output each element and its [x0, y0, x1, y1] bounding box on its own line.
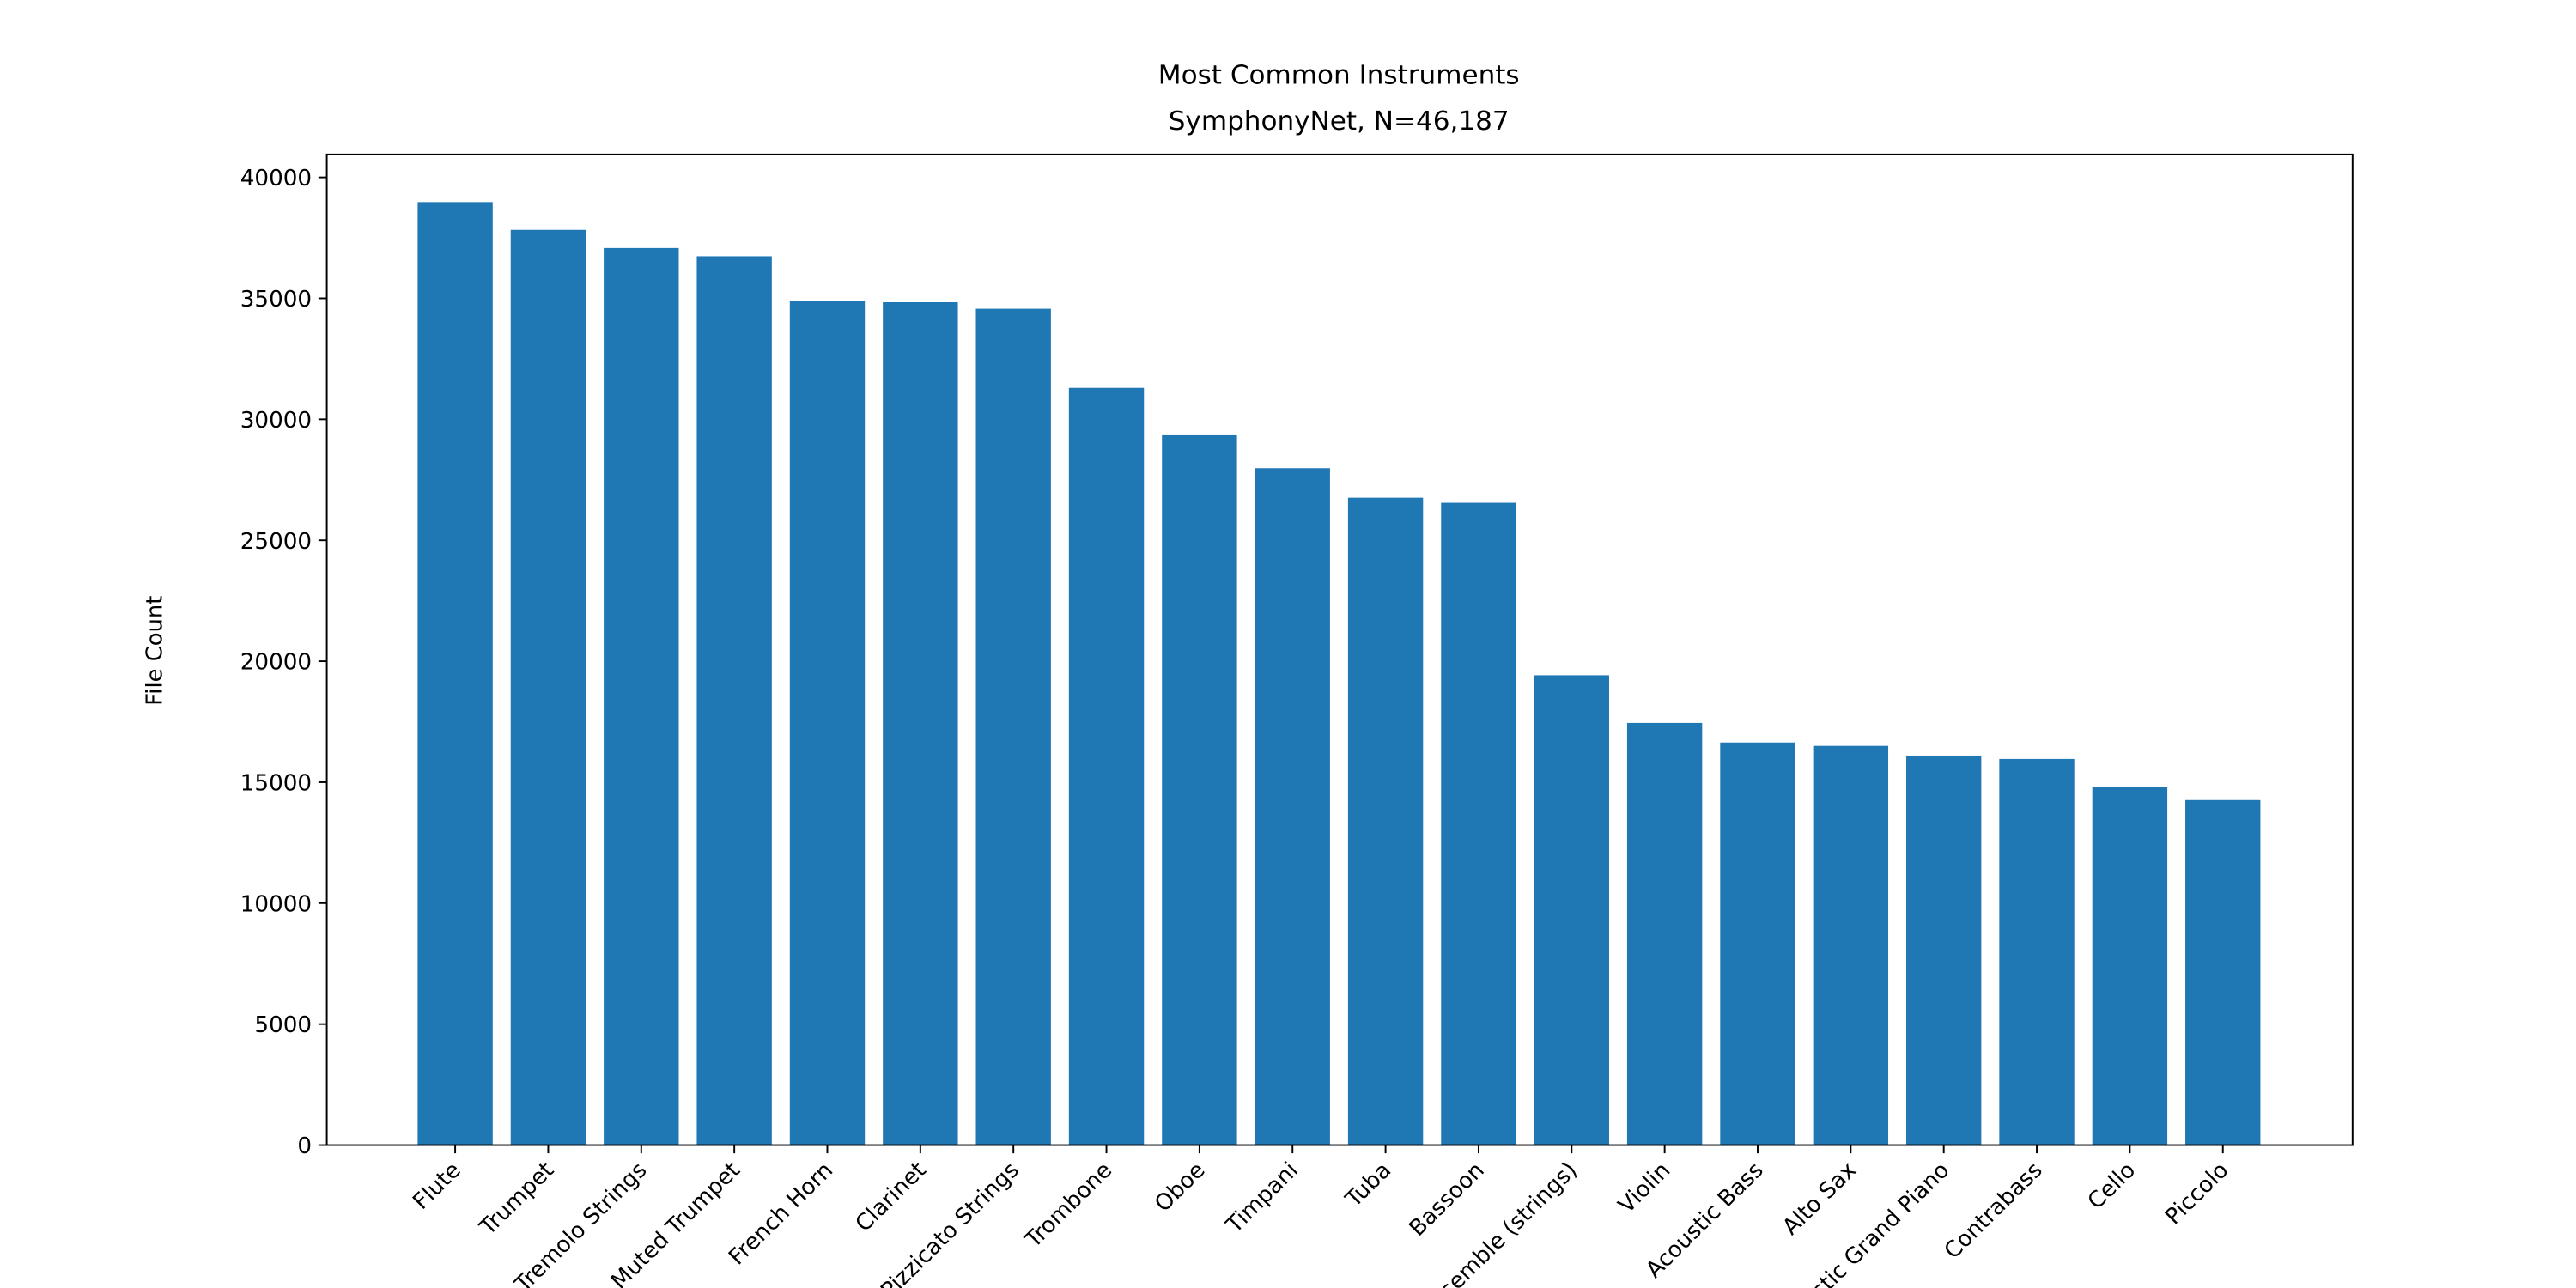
- y-tick-label: 0: [297, 1133, 312, 1159]
- x-tick-label: Flute: [408, 1157, 466, 1215]
- chart-subtitle: SymphonyNet, N=46,187: [1169, 106, 1510, 137]
- y-tick-label: 25000: [240, 529, 312, 555]
- y-tick-label: 10000: [240, 892, 312, 918]
- bar: [975, 308, 1051, 1145]
- x-tick-label: Timpani: [1221, 1157, 1303, 1239]
- x-tick-label: Trombone: [1020, 1157, 1118, 1254]
- x-tick-label: Violin: [1613, 1157, 1675, 1218]
- bar: [604, 247, 679, 1145]
- bar: [1162, 434, 1237, 1145]
- bar: [1906, 755, 1982, 1145]
- chart-title: Most Common Instruments: [1158, 60, 1520, 91]
- bar: [789, 301, 866, 1145]
- bar: [1068, 387, 1145, 1145]
- plot-frame: [325, 153, 2354, 1146]
- x-tick-label: Piccolo: [2160, 1157, 2233, 1230]
- bar: [1347, 497, 1424, 1145]
- bar: [1720, 742, 1795, 1145]
- x-tick-label: Trumpet: [475, 1157, 560, 1241]
- bar: [2185, 799, 2261, 1145]
- x-tick-label: Cello: [2083, 1157, 2141, 1214]
- bar: [1999, 758, 2075, 1145]
- y-tick-label: 15000: [240, 771, 312, 797]
- bar: [1534, 675, 1609, 1145]
- bar: [696, 256, 772, 1145]
- x-tick-label: Tuba: [1340, 1157, 1396, 1212]
- y-tick-label: 20000: [240, 650, 312, 676]
- x-tick-label: Alto Sax: [1777, 1157, 1862, 1240]
- y-tick-label: 5000: [254, 1012, 312, 1038]
- bar: [1441, 502, 1516, 1145]
- x-tick-label: Clarinet: [851, 1157, 932, 1237]
- y-tick-label: 40000: [240, 166, 312, 191]
- bar: [417, 202, 493, 1145]
- y-tick-label: 30000: [240, 408, 312, 434]
- bar: [1626, 722, 1703, 1145]
- x-tick-label: Contrabass: [1940, 1157, 2048, 1264]
- bar: [510, 229, 586, 1145]
- bar: [883, 301, 958, 1145]
- y-axis-label: File Count: [142, 596, 167, 706]
- x-tick-label: Bassoon: [1405, 1157, 1490, 1242]
- bar: [1255, 468, 1330, 1145]
- x-tick-label: Oboe: [1150, 1157, 1210, 1217]
- bar: [1813, 745, 1889, 1145]
- y-tick-label: 35000: [240, 287, 312, 313]
- bar: [2092, 787, 2168, 1145]
